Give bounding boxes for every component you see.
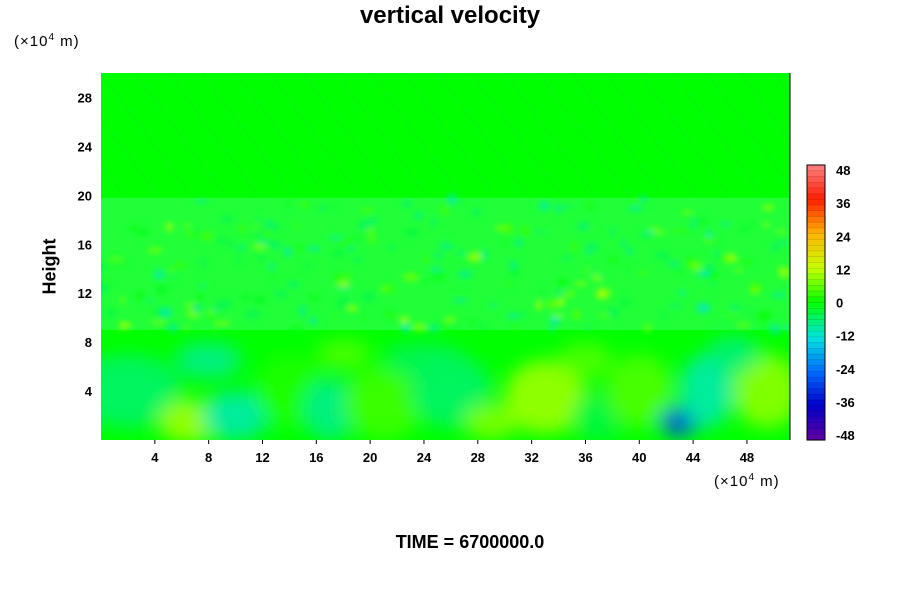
y-tick-label: 24 <box>78 139 93 154</box>
x-tick-label: 12 <box>255 450 269 465</box>
colorbar-swatch <box>806 187 826 195</box>
turbulent-fluctuations <box>101 194 790 335</box>
colorbar-swatch <box>806 388 826 395</box>
colorbar-swatch <box>806 411 826 418</box>
colorbar-swatch <box>806 290 826 298</box>
x-tick-label: 24 <box>417 450 432 465</box>
x-tick-label: 36 <box>578 450 592 465</box>
x-tick-label: 8 <box>205 450 212 465</box>
x-tick-label: 28 <box>471 450 485 465</box>
colorbar-tick-label: -24 <box>836 362 856 377</box>
colorbar-swatch <box>806 239 826 246</box>
chart-title: vertical velocity <box>359 2 541 29</box>
x-tick-label: 44 <box>686 450 701 465</box>
colorbar-swatch <box>806 319 826 327</box>
colorbar-tick-label: 48 <box>836 163 850 178</box>
colorbar-tick-label: 0 <box>836 296 843 311</box>
x-unit-label: (×104 m) <box>714 472 780 490</box>
colorbar-frame <box>806 164 826 441</box>
colorbar-swatch <box>806 199 826 206</box>
colorbar-swatch <box>806 176 826 183</box>
colorbar-swatch <box>806 422 826 430</box>
y-unit-label: (×104 m) <box>14 32 80 50</box>
y-tick-label: 16 <box>78 237 92 252</box>
colorbar-swatch <box>806 382 826 390</box>
colorbar-swatch <box>806 325 826 332</box>
colorbar-swatch <box>806 393 826 401</box>
x-tick-label: 32 <box>524 450 538 465</box>
colorbar-swatch <box>806 216 826 223</box>
colorbar-swatch <box>806 193 826 201</box>
colorbar-swatch <box>806 428 826 435</box>
colorbar-swatch <box>806 348 826 355</box>
y-tick-label: 8 <box>85 335 92 350</box>
colorbar-tick-label: -12 <box>836 329 855 344</box>
colorbar-swatch <box>806 227 826 235</box>
colorbar-swatch <box>806 296 826 304</box>
y-tick-label: 20 <box>78 188 92 203</box>
colorbar-tick-label: 12 <box>836 262 850 277</box>
y-tick-label: 28 <box>78 90 92 105</box>
colorbar-swatch <box>806 342 826 350</box>
colorbar-swatch <box>806 273 826 281</box>
x-tick-label: 40 <box>632 450 646 465</box>
colorbar-swatch <box>806 245 826 252</box>
colorbar-swatch <box>806 313 826 321</box>
colorbar-swatch <box>806 399 826 407</box>
x-tick-label: 20 <box>363 450 377 465</box>
colorbar-swatch <box>806 233 826 241</box>
colorbar-swatch <box>806 170 826 178</box>
colorbar-swatch <box>806 210 826 218</box>
x-tick-label: 16 <box>309 450 323 465</box>
colorbar-swatch <box>806 336 826 344</box>
y-axis: 4 8 12 16 20 24 28 <box>78 90 93 399</box>
colorbar-swatch <box>806 164 826 172</box>
colorbar-swatch <box>806 256 826 264</box>
y-tick-label: 12 <box>78 286 92 301</box>
colorbar-tick-label: -36 <box>836 395 855 410</box>
colorbar-swatch <box>806 181 826 189</box>
colorbar-swatch <box>806 267 826 275</box>
colorbar-swatch <box>806 359 826 367</box>
colorbar-swatch <box>806 262 826 269</box>
colorbar-swatch <box>806 405 826 413</box>
upper-waves <box>101 73 790 196</box>
colorbar-swatch <box>806 365 826 372</box>
colorbar-tick-label: 24 <box>836 229 851 244</box>
velocity-field <box>101 73 790 440</box>
x-axis: 4 8 12 16 20 24 28 32 36 40 44 48 <box>151 440 754 465</box>
x-tick-label: 4 <box>151 450 159 465</box>
colorbar-swatch <box>806 416 826 424</box>
x-tick-label: 48 <box>740 450 754 465</box>
colorbar-swatch <box>806 250 826 258</box>
colorbar-swatch <box>806 285 826 292</box>
colorbar-swatch <box>806 222 826 229</box>
colorbar-swatch <box>806 308 826 315</box>
lower-cells <box>101 336 790 440</box>
colorbar-tick-label: 36 <box>836 196 850 211</box>
colorbar-swatch <box>806 371 826 378</box>
colorbar: 48 36 24 12 0 -12 -24 -36 -48 <box>806 163 856 443</box>
colorbar-swatch <box>806 353 826 361</box>
colorbar-swatch <box>806 330 826 338</box>
colorbar-swatch <box>806 279 826 287</box>
colorbar-tick-label: -48 <box>836 428 855 443</box>
colorbar-swatch <box>806 204 826 212</box>
colorbar-swatch <box>806 376 826 384</box>
y-tick-label: 4 <box>85 384 93 399</box>
time-label: TIME = 6700000.0 <box>395 532 545 552</box>
colorbar-swatch <box>806 302 826 309</box>
